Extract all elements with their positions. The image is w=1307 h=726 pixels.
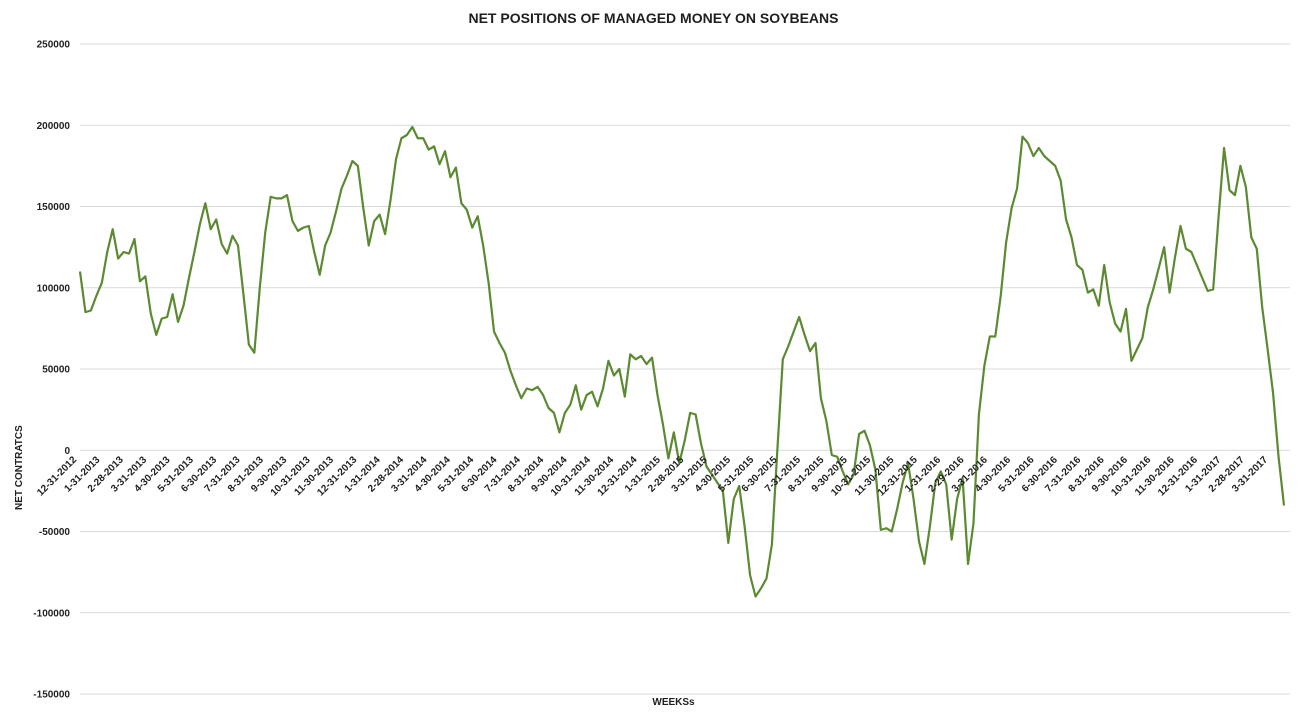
chart-title: NET POSITIONS OF MANAGED MONEY ON SOYBEA…	[468, 10, 839, 26]
y-tick-label: -50000	[39, 527, 71, 538]
y-tick-label: 50000	[42, 365, 70, 376]
y-tick-label: -100000	[33, 608, 70, 619]
y-tick-label: 250000	[37, 40, 71, 51]
series-line	[78, 125, 1286, 598]
y-tick-label: 100000	[37, 283, 71, 294]
y-tick-label: -150000	[33, 690, 70, 701]
y-tick-label: 150000	[37, 202, 71, 213]
y-tick-label: 200000	[37, 121, 71, 132]
y-tick-label: 0	[64, 446, 70, 457]
x-axis-label: WEEKSs	[652, 697, 695, 708]
